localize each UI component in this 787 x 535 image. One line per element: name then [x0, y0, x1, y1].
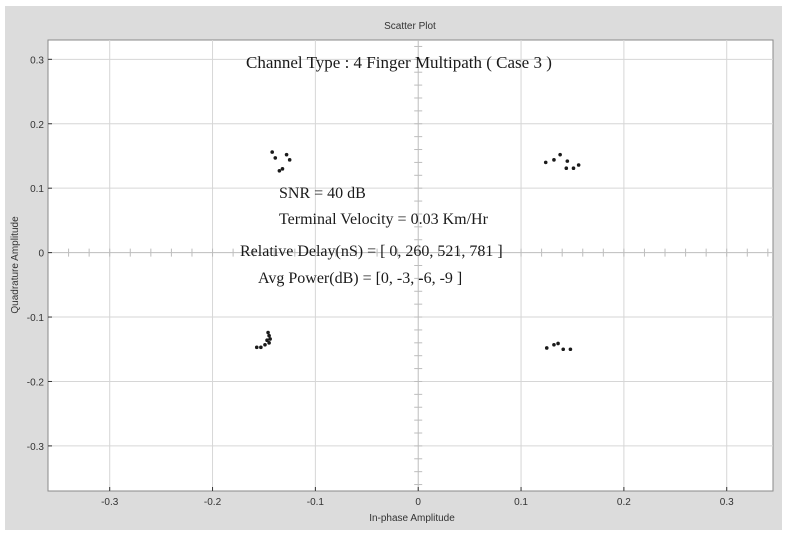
- x-tick-label: -0.3: [101, 497, 119, 508]
- x-tick-label: 0.3: [720, 497, 734, 508]
- axes: [48, 40, 773, 491]
- scatter-point: [552, 158, 556, 162]
- scatter-point: [564, 166, 569, 171]
- x-tick-label: 0.1: [514, 497, 528, 508]
- grid: [48, 40, 773, 491]
- chart-title: Scatter Plot: [384, 21, 436, 32]
- scatter-point: [267, 341, 271, 345]
- y-tick-label: 0.1: [30, 184, 44, 195]
- x-tick-label: -0.2: [204, 497, 222, 508]
- scatter-point: [268, 337, 272, 341]
- data-points: [254, 150, 581, 352]
- scatter-point: [543, 160, 548, 165]
- scatter-point: [284, 152, 289, 157]
- scatter-point: [556, 341, 560, 346]
- scatter-point: [561, 347, 566, 352]
- annotation-relative-delay: Relative Delay(nS) = [ 0, 260, 521, 781 …: [240, 243, 503, 260]
- scatter-point: [267, 333, 271, 338]
- x-tick-label: -0.1: [307, 497, 325, 508]
- annotation-avg-power: Avg Power(dB) = [0, -3, -6, -9 ]: [258, 270, 462, 287]
- scatter-point: [544, 346, 549, 350]
- x-tick-label: 0.2: [617, 497, 631, 508]
- scatter-point: [277, 168, 282, 173]
- y-tick-label: 0.3: [30, 55, 44, 66]
- scatter-point: [259, 345, 263, 350]
- scatter-point: [552, 342, 556, 347]
- scatter-point: [280, 167, 285, 171]
- y-axis-label: Quadrature Amplitude: [10, 216, 21, 314]
- scatter-point: [568, 347, 573, 352]
- scatter-point: [287, 158, 292, 162]
- scatter-point: [270, 150, 274, 154]
- scatter-point: [266, 330, 270, 335]
- annotation-terminal-velocity: Terminal Velocity = 0.03 Km/Hr: [279, 211, 489, 228]
- annotation-snr: SNR = 40 dB: [279, 185, 366, 202]
- tick-labels: -0.3 -0.2 -0.1 0 0.1 0.2 0.3 0.3 0.2 0.1 0 -0.1 -0.2…: [27, 55, 734, 508]
- scatter-point: [263, 342, 267, 347]
- y-tick-label: -0.3: [27, 442, 45, 453]
- scatter-point: [576, 163, 581, 167]
- scatter-point: [254, 345, 259, 350]
- scatter-point: [565, 159, 570, 163]
- y-tick-label: 0: [38, 249, 44, 260]
- x-tick-label: 0: [415, 497, 421, 508]
- y-tick-label: -0.2: [27, 377, 45, 388]
- plot-area: [47, 39, 774, 492]
- annotation-channel-type: Channel Type : 4 Finger Multipath ( Case…: [246, 53, 552, 72]
- scatter-point: [571, 166, 576, 171]
- y-tick-label: 0.2: [30, 120, 44, 131]
- y-tick-label: -0.1: [27, 313, 45, 324]
- scatter-point: [265, 338, 269, 343]
- scatter-point: [558, 152, 562, 157]
- scatter-point: [273, 156, 278, 160]
- x-axis-label: In-phase Amplitude: [369, 513, 455, 524]
